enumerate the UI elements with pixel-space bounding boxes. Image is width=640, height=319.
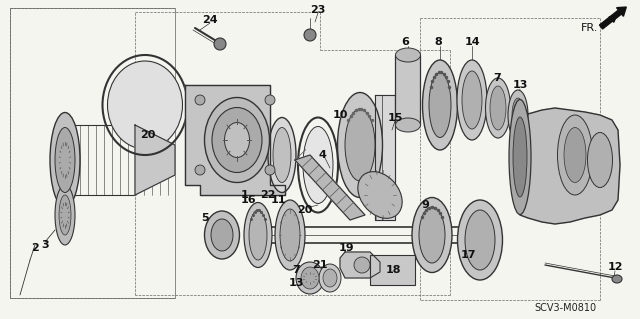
Ellipse shape <box>301 267 319 289</box>
Ellipse shape <box>588 132 612 188</box>
Text: 23: 23 <box>310 5 326 15</box>
Ellipse shape <box>211 219 233 251</box>
Ellipse shape <box>275 200 305 270</box>
Circle shape <box>304 29 316 41</box>
FancyArrow shape <box>600 7 627 29</box>
Text: 22: 22 <box>260 190 276 200</box>
Text: SCV3-M0810: SCV3-M0810 <box>534 303 596 313</box>
Text: 20: 20 <box>298 205 313 215</box>
Text: 13: 13 <box>512 80 528 90</box>
Ellipse shape <box>296 262 324 294</box>
Ellipse shape <box>55 185 75 245</box>
Text: 1: 1 <box>241 190 249 200</box>
Text: 19: 19 <box>339 243 355 253</box>
Circle shape <box>214 38 226 50</box>
Text: 16: 16 <box>240 195 256 205</box>
Text: 15: 15 <box>387 113 403 123</box>
Ellipse shape <box>462 71 482 129</box>
Ellipse shape <box>55 128 75 192</box>
Polygon shape <box>340 252 380 278</box>
Text: 4: 4 <box>318 150 326 160</box>
Text: 24: 24 <box>202 15 218 25</box>
Polygon shape <box>520 100 620 224</box>
Ellipse shape <box>512 98 524 132</box>
Bar <box>395 55 420 125</box>
Bar <box>370 255 415 285</box>
Circle shape <box>265 165 275 175</box>
Ellipse shape <box>205 98 269 182</box>
Polygon shape <box>375 95 395 220</box>
Polygon shape <box>295 155 365 220</box>
Text: 3: 3 <box>41 240 49 250</box>
Ellipse shape <box>419 207 445 263</box>
Ellipse shape <box>303 127 333 204</box>
Ellipse shape <box>458 200 502 280</box>
Ellipse shape <box>337 93 383 197</box>
Ellipse shape <box>465 210 495 270</box>
Text: FR.: FR. <box>581 23 598 33</box>
Ellipse shape <box>59 195 71 235</box>
Ellipse shape <box>249 210 267 260</box>
Text: 17: 17 <box>460 250 476 260</box>
Text: 18: 18 <box>385 265 401 275</box>
Ellipse shape <box>244 203 272 268</box>
Text: 9: 9 <box>421 200 429 210</box>
Ellipse shape <box>429 72 451 137</box>
Ellipse shape <box>268 117 296 192</box>
Ellipse shape <box>557 115 593 195</box>
Ellipse shape <box>396 48 420 62</box>
Text: 11: 11 <box>270 195 285 205</box>
Ellipse shape <box>319 264 341 292</box>
Ellipse shape <box>345 109 375 181</box>
Text: 6: 6 <box>401 37 409 47</box>
Circle shape <box>265 95 275 105</box>
Text: 21: 21 <box>312 260 328 270</box>
Text: 8: 8 <box>434 37 442 47</box>
Ellipse shape <box>490 86 506 130</box>
Ellipse shape <box>508 90 528 140</box>
Ellipse shape <box>108 61 182 149</box>
Bar <box>10 8 175 298</box>
Text: 13: 13 <box>288 278 304 288</box>
Circle shape <box>195 165 205 175</box>
Ellipse shape <box>422 60 458 150</box>
Ellipse shape <box>358 172 402 219</box>
Polygon shape <box>135 125 175 195</box>
Text: 10: 10 <box>332 110 348 120</box>
Ellipse shape <box>323 269 337 287</box>
Ellipse shape <box>564 128 586 182</box>
Text: 12: 12 <box>607 262 623 272</box>
Ellipse shape <box>205 211 239 259</box>
Ellipse shape <box>612 275 622 283</box>
Text: 7: 7 <box>493 73 501 83</box>
Text: 5: 5 <box>201 213 209 223</box>
Ellipse shape <box>509 100 531 214</box>
Ellipse shape <box>212 108 262 173</box>
Ellipse shape <box>412 197 452 272</box>
Ellipse shape <box>486 78 511 138</box>
Text: 14: 14 <box>464 37 480 47</box>
Text: 2: 2 <box>31 243 39 253</box>
Ellipse shape <box>513 117 527 197</box>
Ellipse shape <box>280 209 300 261</box>
Text: 20: 20 <box>140 130 156 140</box>
Ellipse shape <box>50 113 80 207</box>
Circle shape <box>354 257 370 273</box>
Text: 7: 7 <box>292 265 300 275</box>
Polygon shape <box>185 85 285 195</box>
Ellipse shape <box>273 128 291 182</box>
Ellipse shape <box>225 122 250 158</box>
Ellipse shape <box>457 60 487 140</box>
Circle shape <box>195 95 205 105</box>
Ellipse shape <box>396 118 420 132</box>
